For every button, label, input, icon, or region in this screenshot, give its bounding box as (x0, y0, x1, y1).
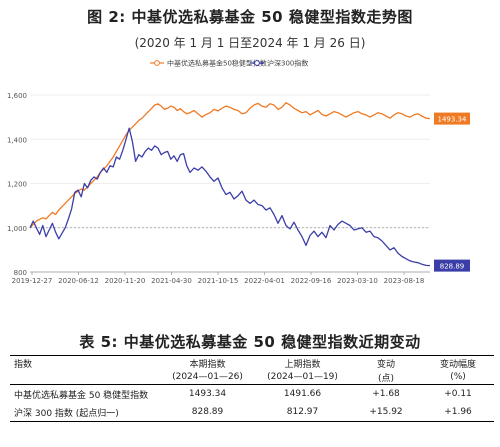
header-previous: 上期指数 (255, 355, 350, 370)
header-index: 指数 (10, 355, 160, 370)
end-label-csi300: 828.89 (440, 263, 465, 271)
legend-label: 中基优选私募基金50稳健型指数 (167, 59, 267, 68)
x-tick-label: 2022-04-01 (244, 277, 285, 285)
y-tick-label: 1,200 (7, 181, 27, 189)
index-change-table: 指数 本期指数 上期指数 变动 变动幅度 (2024—01—26) (2024—… (10, 355, 494, 422)
row-change: +1.68 (372, 389, 400, 399)
header-change-pct: 变动幅度 (422, 355, 494, 370)
table-row: 沪深 300 指数 (起点归一) 828.89 812.97 +15.92 +1… (10, 403, 494, 422)
y-tick-label: 800 (14, 269, 27, 277)
header-change: 变动 (350, 355, 422, 370)
series-line-fund-index (29, 102, 431, 229)
row-change: +15.92 (350, 403, 422, 422)
chart-axes: 800 1,000 1,200 1,400 1,600 2019-12-27 2020-06… (7, 92, 430, 285)
series-line-csi300 (29, 127, 431, 267)
y-tick-label: 1,600 (7, 92, 27, 100)
x-tick-label: 2019-12-27 (12, 277, 53, 285)
chart-series (29, 102, 431, 267)
end-label-box-fund (434, 112, 470, 125)
y-tick-label: 1,400 (7, 136, 27, 144)
row-previous: 1491.66 (283, 389, 322, 399)
chart-legend: 中基优选私募基金50稳健型指数 沪深300指数 (150, 59, 308, 68)
legend-swatch-marker (254, 60, 260, 66)
row-change-pct: +0.11 (444, 389, 472, 399)
x-tick-label: 2022-09-16 (291, 277, 332, 285)
line-chart: 中基优选私募基金50稳健型指数 沪深300指数 800 1,000 1,200 1,40… (7, 59, 470, 285)
header-change-unit: (点) (350, 370, 422, 385)
figure-subtitle: (2020 年 1 月 1 日至2024 年 1 月 26 日) (134, 36, 366, 50)
row-current: 828.89 (160, 403, 255, 422)
row-change-pct: +1.96 (422, 403, 494, 422)
legend-label: 沪深300指数 (267, 59, 308, 68)
y-tick-label: 1,000 (7, 225, 27, 233)
header-previous-date: (2024—01—19) (255, 370, 350, 385)
table-row: 中基优选私募基金 50 稳健型指数 1493.34 1491.66 +1.68 … (10, 385, 494, 404)
header-current-date: (2024—01—26) (160, 370, 255, 385)
x-tick-label: 2020-11-20 (105, 277, 146, 285)
x-tick-label: 2021-10-15 (198, 277, 239, 285)
row-name: 沪深 300 指数 (起点归一) (10, 403, 160, 422)
x-tick-label: 2020-06-12 (58, 277, 99, 285)
x-tick-label: 2023-08-18 (384, 277, 425, 285)
row-name: 中基优选私募基金 50 稳健型指数 (14, 390, 149, 401)
header-blank (10, 370, 160, 385)
header-current: 本期指数 (160, 355, 255, 370)
chart-end-labels: 1493.34 828.89 (434, 112, 470, 272)
x-tick-label: 2023-03-10 (337, 277, 378, 285)
end-label-box-csi300 (434, 259, 470, 272)
row-current: 1493.34 (188, 389, 227, 399)
end-label-fund: 1493.34 (438, 116, 467, 124)
x-tick-label: 2021-04-30 (151, 277, 192, 285)
row-previous: 812.97 (255, 403, 350, 422)
figure-title: 图 2: 中基优选私募基金 50 稳健型指数走势图 (87, 8, 413, 26)
table-title: 表 5: 中基优选私募基金 50 稳健型指数近期变动 (79, 333, 421, 351)
header-change-pct-unit: (%) (422, 370, 494, 385)
legend-swatch-marker (154, 60, 160, 66)
